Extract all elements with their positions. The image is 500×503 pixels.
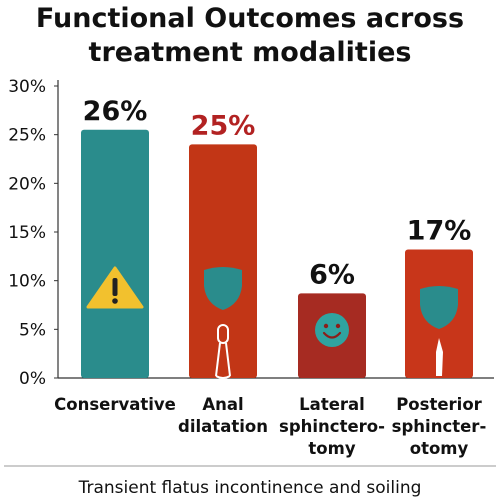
smiley-icon bbox=[315, 313, 349, 347]
chart-title: Functional Outcomes across treatment mod… bbox=[0, 2, 500, 70]
shield-shape bbox=[204, 267, 242, 310]
chart-caption: Transient flatus incontinence and soilin… bbox=[78, 478, 422, 498]
title-line-2: treatment modalities bbox=[88, 37, 412, 68]
shield-shape bbox=[420, 286, 458, 329]
x-tick-label-2: Anal bbox=[202, 395, 243, 414]
data-label-2: 25% bbox=[191, 110, 256, 141]
data-label-4: 17% bbox=[407, 216, 472, 247]
instrument-handle bbox=[217, 324, 229, 344]
smiley-mouth bbox=[322, 331, 342, 339]
smiley-eye-right bbox=[335, 323, 341, 329]
warning-mark bbox=[112, 278, 118, 296]
x-tick-label-3: tomy bbox=[308, 439, 355, 458]
instrument-icon bbox=[436, 338, 443, 376]
shield-icon bbox=[204, 267, 242, 310]
instrument-icon bbox=[215, 324, 231, 379]
y-tick-label: 15% bbox=[8, 223, 46, 243]
x-tick-label-4: otomy bbox=[410, 439, 469, 458]
warning-dot bbox=[112, 298, 118, 304]
bar-2 bbox=[189, 144, 257, 378]
instrument-blades bbox=[215, 342, 231, 379]
title-line-1: Functional Outcomes across bbox=[35, 3, 465, 34]
data-label-1: 26% bbox=[83, 96, 148, 127]
scalpel-blade bbox=[436, 338, 443, 376]
smiley-eye-left bbox=[323, 323, 329, 329]
data-label-3: 6% bbox=[309, 259, 355, 290]
x-tick-label-4: sphincter- bbox=[392, 417, 487, 436]
smiley-face bbox=[315, 313, 349, 347]
warning-icon bbox=[86, 266, 144, 309]
y-tick-label: 10% bbox=[8, 272, 46, 292]
y-tick-label: 25% bbox=[8, 126, 46, 146]
x-tick-label-1: Conservative bbox=[54, 395, 176, 414]
y-tick-label: 30% bbox=[8, 77, 46, 97]
x-tick-label-3: sphinctero- bbox=[279, 417, 385, 436]
y-tick-label: 20% bbox=[8, 174, 46, 194]
y-tick-label: 0% bbox=[19, 369, 46, 389]
shield-icon bbox=[420, 286, 458, 329]
y-tick-label: 5% bbox=[19, 320, 46, 340]
x-tick-label-3: Lateral bbox=[299, 395, 365, 414]
x-tick-label-2: dilatation bbox=[178, 417, 268, 436]
x-tick-label-4: Posterior bbox=[396, 395, 482, 414]
bar-1 bbox=[81, 129, 149, 378]
